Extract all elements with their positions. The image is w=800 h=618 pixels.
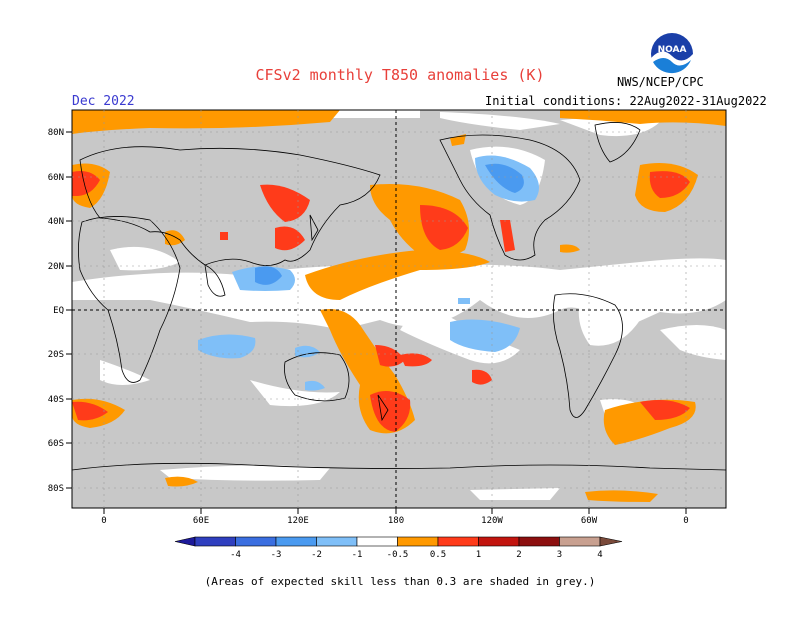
color-legend: -4 -3 -2 -1 -0.5 0.5 1 2 3 4 xyxy=(174,536,623,560)
lon-label: 60W xyxy=(581,516,598,526)
legend-label: 4 xyxy=(597,550,602,560)
legend-swatch xyxy=(518,536,560,547)
forecast-period: Dec 2022 xyxy=(72,94,135,109)
legend-label: 1 xyxy=(476,550,481,560)
lat-label: 80S xyxy=(48,484,64,494)
legend-arrow-left xyxy=(174,536,196,547)
lon-label: 0 xyxy=(683,516,688,526)
legend-label: -1 xyxy=(352,550,363,560)
legend-arrow-right xyxy=(599,536,623,547)
agency-label: NWS/NCEP/CPC xyxy=(617,75,704,89)
legend-label: -2 xyxy=(311,550,322,560)
legend-swatch xyxy=(235,536,277,547)
latitude-labels: 80N 60N 40N 20N EQ 20S 40S 60S 80S xyxy=(48,128,726,494)
legend-swatch xyxy=(437,536,479,547)
legend-swatch xyxy=(356,536,398,547)
lon-label: 120E xyxy=(287,516,309,526)
legend-swatch xyxy=(316,536,358,547)
legend-label: 3 xyxy=(557,550,562,560)
legend-label: -3 xyxy=(271,550,282,560)
coastlines xyxy=(72,122,726,471)
lon-label: 120W xyxy=(481,516,503,526)
lat-label: 40N xyxy=(48,217,64,227)
lon-label: 180 xyxy=(388,516,404,526)
legend-label: 2 xyxy=(516,550,521,560)
legend-label: -4 xyxy=(230,550,241,560)
legend-swatch xyxy=(559,536,601,547)
legend-swatch xyxy=(194,536,236,547)
legend-label: 0.5 xyxy=(430,550,446,560)
legend-swatch xyxy=(275,536,317,547)
skill-footnote: (Areas of expected skill less than 0.3 a… xyxy=(204,575,596,588)
lon-label: 0 xyxy=(101,516,106,526)
lat-label: 60N xyxy=(48,173,64,183)
legend-swatch xyxy=(478,536,520,547)
longitude-labels: 0 60E 120E 180 120W 60W 0 xyxy=(101,110,689,526)
lat-label: 80N xyxy=(48,128,64,138)
legend-label: -0.5 xyxy=(387,550,409,560)
map-title: CFSv2 monthly T850 anomalies (K) xyxy=(255,66,545,84)
svg-text:NOAA: NOAA xyxy=(658,45,687,55)
map-field xyxy=(72,110,726,508)
lon-label: 60E xyxy=(193,516,209,526)
noaa-logo-icon: NOAA xyxy=(651,33,693,76)
map-frame xyxy=(71,109,727,509)
legend-swatch xyxy=(397,536,439,547)
lat-label: 40S xyxy=(48,395,64,405)
initial-conditions: Initial conditions: 22Aug2022-31Aug2022 xyxy=(485,94,767,108)
lat-label: 60S xyxy=(48,439,64,449)
lat-label: EQ xyxy=(53,306,64,316)
lat-label: 20N xyxy=(48,262,64,272)
lat-label: 20S xyxy=(48,350,64,360)
